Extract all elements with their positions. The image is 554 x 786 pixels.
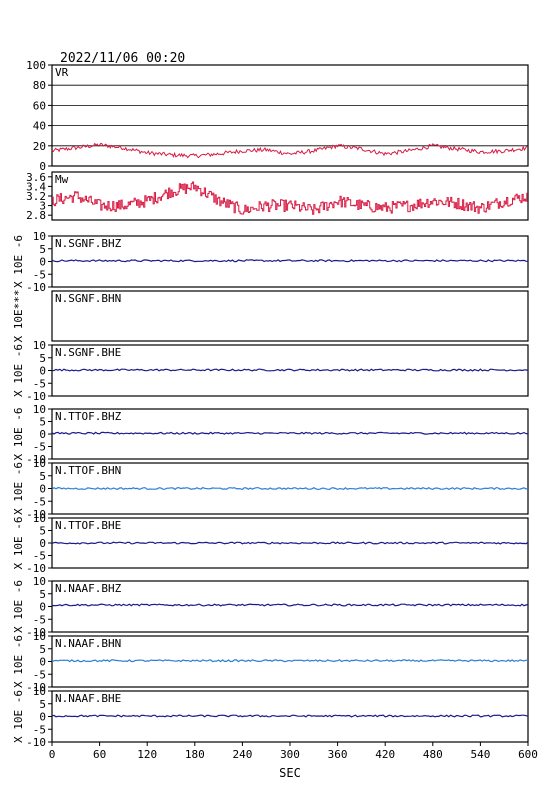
y-tick-label: -10 bbox=[26, 562, 46, 575]
x-tick-label: 120 bbox=[137, 748, 157, 761]
x-tick-label: 300 bbox=[280, 748, 300, 761]
waveform-trace-n-ttof-bhe bbox=[51, 541, 529, 545]
series-line-mw bbox=[52, 181, 528, 215]
x-tick-label: 180 bbox=[185, 748, 205, 761]
waveform-trace-n-naaf-bhe bbox=[51, 714, 529, 718]
x-tick-label: 240 bbox=[232, 748, 252, 761]
y-tick-label: -10 bbox=[26, 626, 46, 639]
y-tick-label: -5 bbox=[33, 377, 46, 390]
x-tick-label: 540 bbox=[470, 748, 490, 761]
y-tick-label: 0 bbox=[39, 160, 46, 173]
y-axis-label: X 10E*** bbox=[12, 290, 25, 343]
y-axis-label: X 10E -6 bbox=[12, 462, 25, 515]
y-tick-label: -10 bbox=[26, 281, 46, 294]
y-axis-label: X 10E -6 bbox=[12, 517, 25, 570]
panel-label-6: N.TTOF.BHN bbox=[55, 464, 121, 477]
y-tick-label: 0 bbox=[39, 483, 46, 496]
y-axis-label: X 10E -6 bbox=[12, 635, 25, 688]
x-tick-label: 60 bbox=[93, 748, 106, 761]
y-tick-label: 3.6 bbox=[26, 171, 46, 184]
y-tick-label: 60 bbox=[33, 99, 46, 112]
y-tick-label: 0 bbox=[39, 537, 46, 550]
y-tick-label: -5 bbox=[33, 668, 46, 681]
y-axis-label: X 10E -6 bbox=[12, 408, 25, 461]
waveform-trace-n-sgnf-bhe bbox=[51, 368, 529, 372]
x-tick-label: 360 bbox=[328, 748, 348, 761]
panel-frame-3 bbox=[51, 290, 529, 342]
y-tick-label: -10 bbox=[26, 453, 46, 466]
panel-frame-1 bbox=[51, 171, 529, 221]
y-tick-label: 5 bbox=[39, 525, 46, 538]
datetime-header: 2022/11/06 00:20 bbox=[60, 51, 185, 66]
panel-label-1: Mw bbox=[55, 173, 69, 186]
y-tick-label: 5 bbox=[39, 243, 46, 256]
waveform-trace-n-naaf-bhn bbox=[51, 659, 528, 663]
y-tick-label: 0 bbox=[39, 365, 46, 378]
panel-label-4: N.SGNF.BHE bbox=[55, 346, 121, 359]
y-tick-label: -5 bbox=[33, 268, 46, 281]
y-tick-label: -5 bbox=[33, 613, 46, 626]
panel-label-7: N.TTOF.BHE bbox=[55, 519, 121, 532]
y-tick-label: 3.4 bbox=[26, 180, 46, 193]
y-tick-label: 80 bbox=[33, 79, 46, 92]
y-axis-label: X 10E -6 bbox=[12, 690, 25, 743]
y-tick-label: 3 bbox=[39, 200, 46, 213]
panel-label-10: N.NAAF.BHE bbox=[55, 692, 121, 705]
panel-label-2: N.SGNF.BHZ bbox=[55, 237, 122, 250]
y-tick-label: 5 bbox=[39, 352, 46, 365]
y-tick-label: 0 bbox=[39, 656, 46, 669]
panel-label-3: N.SGNF.BHN bbox=[55, 292, 121, 305]
series-line-vr bbox=[51, 142, 528, 159]
y-tick-label: 5 bbox=[39, 416, 46, 429]
y-tick-label: 10 bbox=[33, 457, 46, 470]
waveform-trace-n-ttof-bhn bbox=[51, 486, 529, 491]
panel-label-9: N.NAAF.BHN bbox=[55, 637, 121, 650]
y-tick-label: 10 bbox=[33, 512, 46, 525]
y-tick-label: -10 bbox=[26, 681, 46, 694]
y-tick-label: 5 bbox=[39, 643, 46, 656]
y-tick-label: 0 bbox=[39, 711, 46, 724]
y-tick-label: 10 bbox=[33, 575, 46, 588]
y-tick-label: 5 bbox=[39, 588, 46, 601]
y-tick-label: 0 bbox=[39, 428, 46, 441]
panel-frame-0 bbox=[51, 64, 529, 167]
y-tick-label: 20 bbox=[33, 140, 46, 153]
y-tick-label: 0 bbox=[39, 601, 46, 614]
panel-label-5: N.TTOF.BHZ bbox=[55, 410, 122, 423]
y-tick-label: 10 bbox=[33, 230, 46, 243]
y-tick-label: -5 bbox=[33, 550, 46, 563]
x-tick-label: 480 bbox=[423, 748, 443, 761]
y-axis-label: X 10E -6 bbox=[12, 344, 25, 397]
y-tick-label: -10 bbox=[26, 390, 46, 403]
y-tick-label: 10 bbox=[33, 630, 46, 643]
y-tick-label: 10 bbox=[33, 685, 46, 698]
y-tick-label: 3.2 bbox=[26, 190, 46, 203]
x-tick-label: 0 bbox=[49, 748, 56, 761]
y-tick-label: 100 bbox=[26, 59, 46, 72]
waveform-trace-n-ttof-bhz bbox=[51, 431, 529, 435]
panel-label-0: VR bbox=[55, 66, 69, 79]
x-tick-label: 420 bbox=[375, 748, 395, 761]
y-axis-label: X 10E -6 bbox=[12, 235, 25, 288]
y-tick-label: 5 bbox=[39, 470, 46, 483]
y-tick-label: 5 bbox=[39, 698, 46, 711]
y-tick-label: -5 bbox=[33, 495, 46, 508]
y-tick-label: 10 bbox=[33, 339, 46, 352]
y-tick-label: 40 bbox=[33, 120, 46, 133]
y-tick-label: -10 bbox=[26, 736, 46, 749]
x-axis-label: SEC bbox=[279, 766, 301, 780]
waveform-trace-n-naaf-bhz bbox=[51, 603, 529, 607]
y-tick-label: 0 bbox=[39, 256, 46, 269]
y-axis-label: X 10E -6 bbox=[12, 580, 25, 633]
y-tick-label: -10 bbox=[26, 508, 46, 521]
y-tick-label: 2.8 bbox=[26, 209, 46, 222]
y-tick-label: -5 bbox=[33, 723, 46, 736]
panel-label-8: N.NAAF.BHZ bbox=[55, 582, 122, 595]
waveform-trace-n-sgnf-bhz bbox=[51, 259, 529, 263]
y-tick-label: 10 bbox=[33, 403, 46, 416]
y-tick-label: -5 bbox=[33, 441, 46, 454]
x-tick-label: 600 bbox=[518, 748, 538, 761]
